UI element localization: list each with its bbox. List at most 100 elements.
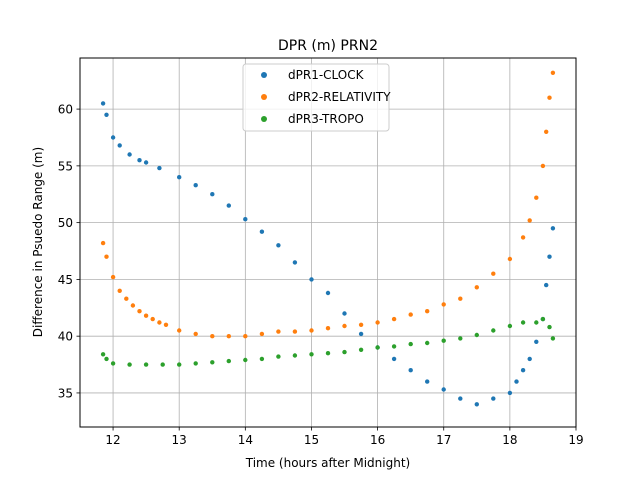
data-point [100, 240, 106, 246]
data-point [527, 356, 532, 362]
data-point [375, 320, 380, 325]
data-point [309, 277, 314, 282]
data-point [547, 254, 552, 259]
data-point [474, 285, 479, 290]
data-point [104, 356, 109, 362]
data-points [100, 70, 556, 407]
data-point [534, 339, 539, 344]
data-point [163, 322, 169, 327]
data-point [100, 352, 106, 357]
data-point [441, 338, 446, 343]
data-point [177, 175, 182, 180]
data-point [104, 254, 109, 259]
y-tick-label: 55 [58, 159, 73, 173]
data-point [309, 328, 314, 333]
plot-frame [79, 57, 577, 428]
data-point [137, 309, 142, 314]
data-point [243, 334, 248, 339]
legend-box [242, 63, 390, 132]
data-point [544, 129, 549, 134]
y-tick-label: 40 [58, 330, 73, 344]
data-point [309, 352, 314, 357]
data-point [425, 379, 430, 384]
data-point [325, 290, 331, 296]
data-point [104, 112, 109, 118]
data-point [157, 165, 162, 171]
data-point [276, 329, 281, 334]
x-tick-label: 13 [172, 433, 187, 447]
data-point [342, 311, 347, 316]
data-point [117, 143, 122, 148]
data-point [458, 336, 463, 341]
data-point [491, 328, 496, 333]
y-tick-label: 50 [58, 216, 73, 230]
data-point [342, 323, 347, 329]
data-point [550, 70, 556, 76]
legend: dPR1-CLOCK dPR2-RELATIVITY dPR3-TROPO [242, 63, 391, 132]
data-point [520, 235, 526, 240]
data-point [226, 358, 231, 364]
data-point [292, 329, 298, 334]
data-point [358, 347, 364, 352]
data-point [408, 368, 413, 373]
y-tick-label: 35 [58, 386, 73, 400]
x-tick-label: 16 [370, 433, 385, 447]
y-tick-label: 45 [58, 273, 73, 287]
data-point [177, 362, 182, 367]
data-point [210, 334, 215, 339]
x-axis-label: Time (hours after Midnight) [245, 456, 410, 470]
data-point [474, 402, 479, 407]
legend-marker-clock [261, 72, 267, 78]
data-point [292, 260, 298, 265]
data-point [391, 344, 397, 349]
data-point [425, 309, 430, 314]
data-point [520, 320, 526, 325]
data-point [375, 345, 380, 350]
data-point [491, 271, 496, 276]
data-point [193, 331, 198, 337]
data-point [458, 396, 463, 401]
data-point [514, 379, 519, 384]
data-point [100, 101, 106, 106]
x-tick-label: 15 [304, 433, 319, 447]
data-point [342, 349, 347, 355]
data-point [276, 354, 281, 359]
data-point [544, 282, 549, 288]
data-point [127, 362, 132, 367]
data-point [550, 226, 556, 231]
data-point [130, 303, 136, 308]
data-point [143, 313, 149, 318]
data-point [527, 218, 532, 223]
x-tick-label: 14 [238, 433, 253, 447]
data-point [491, 396, 496, 401]
x-tick-label: 12 [105, 433, 120, 447]
data-point [143, 362, 149, 367]
data-point [226, 203, 231, 208]
series-dpr2-relativity [100, 70, 556, 339]
y-tick-label: 60 [58, 103, 73, 117]
data-point [547, 324, 552, 330]
data-point [150, 316, 155, 322]
data-point [226, 334, 231, 339]
data-point [259, 356, 265, 362]
data-point [408, 341, 413, 347]
data-point [540, 316, 546, 322]
data-point [110, 135, 116, 140]
x-tick-label: 17 [436, 433, 451, 447]
data-point [325, 326, 331, 331]
legend-label-tropo: dPR3-TROPO [288, 112, 364, 126]
legend-label-relativity: dPR2-RELATIVITY [288, 90, 391, 104]
data-point [391, 356, 397, 362]
data-point [110, 274, 116, 280]
data-point [325, 351, 331, 356]
data-point [550, 336, 556, 341]
data-point [540, 163, 546, 169]
data-point [193, 183, 198, 188]
data-point [507, 390, 513, 396]
data-point [507, 323, 513, 329]
data-point [117, 288, 122, 293]
data-point [507, 256, 513, 262]
data-point [520, 368, 526, 373]
data-point [441, 302, 446, 307]
data-point [243, 217, 248, 222]
